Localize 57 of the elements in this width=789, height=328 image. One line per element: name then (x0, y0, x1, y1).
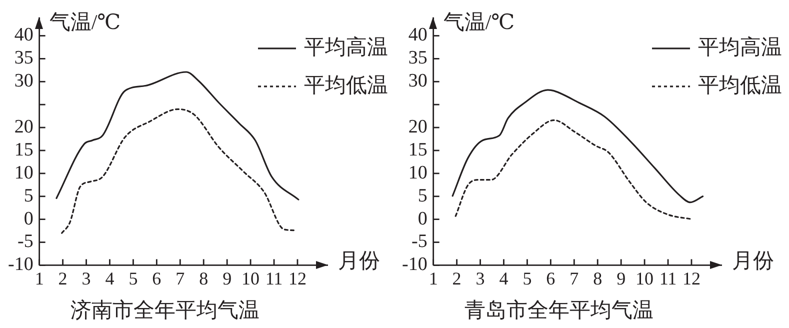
y-axis-title: 气温/℃ (443, 10, 515, 34)
text: 济南市全年平均气温 (70, 298, 260, 322)
legend-label: 平均低温 (304, 72, 388, 97)
x-tick-label: 1 (428, 268, 438, 289)
x-tick-label: 4 (105, 268, 114, 289)
x-axis-title: 月份 (338, 248, 380, 273)
y-tick-label: 5 (418, 185, 428, 206)
text: 青岛市全年平均气温 (464, 298, 654, 322)
x-tick-label: 8 (199, 268, 208, 289)
line-series (56, 71, 300, 200)
line-series (61, 108, 298, 234)
y-tick-label: 35 (408, 48, 428, 69)
y-tick-label: -10 (402, 254, 428, 276)
x-tick-label: 8 (593, 268, 602, 289)
y-tick-label: 5 (24, 185, 34, 206)
x-tick-label: 9 (222, 268, 232, 289)
x-tick-label: 11 (265, 268, 283, 289)
x-tick-label: 6 (152, 268, 162, 289)
y-axis-title: 气温/℃ (49, 10, 121, 34)
legend-label: 平均高温 (304, 34, 388, 59)
x-tick-label: 6 (546, 268, 556, 289)
y-tick-label: -10 (8, 254, 34, 276)
x-tick-label: 4 (499, 268, 508, 289)
y-tick-label: 20 (408, 116, 428, 138)
y-tick-label: 0 (418, 208, 428, 230)
y-tick-label: 0 (24, 208, 34, 230)
y-tick-label: 30 (408, 70, 428, 92)
y-tick-label: 10 (408, 162, 428, 184)
y-tick-label: 20 (14, 116, 34, 138)
x-axis-title: 月份 (732, 248, 774, 273)
x-tick-label: 12 (682, 268, 700, 289)
y-tick-label: 10 (14, 162, 34, 184)
x-tick-label: 5 (128, 268, 138, 289)
y-tick-label: 40 (408, 24, 428, 46)
x-tick-label: 11 (659, 268, 677, 289)
x-tick-label: 3 (82, 268, 91, 289)
x-tick-label: 7 (570, 268, 579, 289)
x-tick-label: 12 (288, 268, 306, 289)
x-tick-label: 1 (34, 268, 44, 289)
x-tick-label: 7 (176, 268, 185, 289)
x-tick-label: 10 (242, 268, 260, 289)
x-tick-label: 9 (616, 268, 626, 289)
x-tick-label: 2 (452, 268, 462, 289)
y-tick-label: 15 (408, 139, 428, 160)
legend-label: 平均高温 (698, 34, 782, 59)
x-tick-label: 3 (476, 268, 485, 289)
y-tick-label: -5 (412, 231, 428, 252)
y-tick-label: 40 (14, 24, 34, 46)
y-tick-label: 30 (14, 70, 34, 92)
x-tick-label: 5 (522, 268, 532, 289)
legend-label: 平均低温 (698, 72, 782, 97)
x-tick-label: 2 (58, 268, 68, 289)
y-tick-label: 35 (14, 48, 34, 69)
x-tick-label: 10 (636, 268, 654, 289)
y-tick-label: -5 (18, 231, 34, 252)
y-tick-label: 15 (14, 139, 34, 160)
line-series (454, 119, 694, 220)
